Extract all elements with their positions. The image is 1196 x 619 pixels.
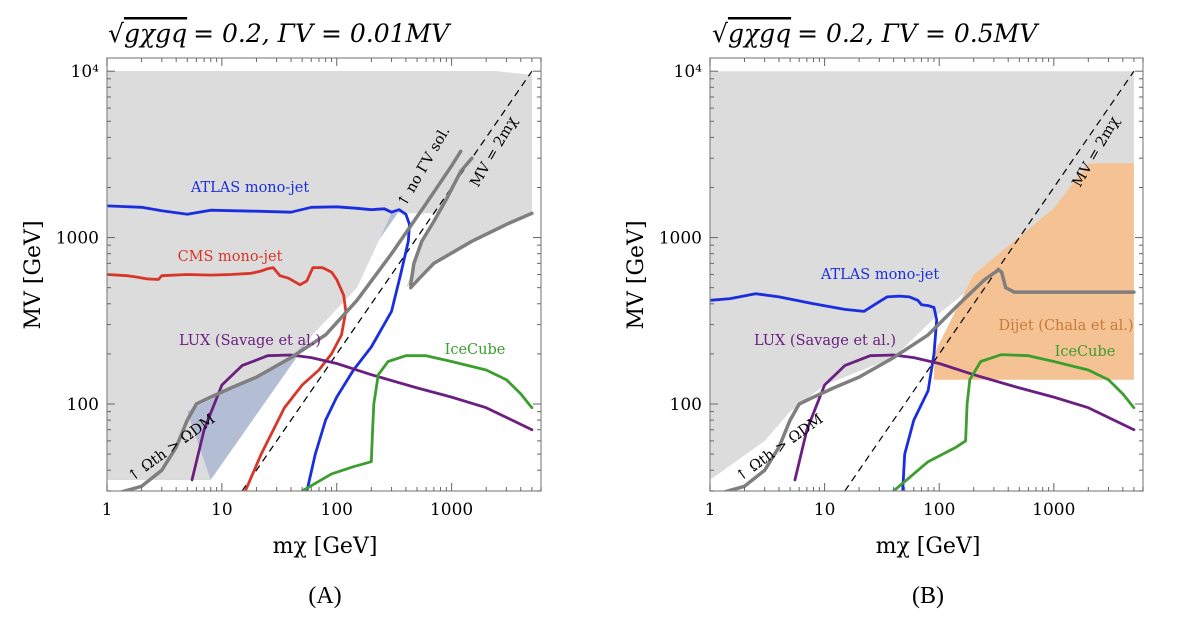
atlas-label: ATLAS mono-jet [820,267,940,283]
y-tick-label: 1000 [56,229,99,249]
icecube-curve [892,353,1136,491]
relic-density-curve [721,268,1136,491]
plot-area [107,70,534,491]
y-tick-label: 100 [67,395,99,415]
plot-area [710,70,1136,491]
lux-curve [190,353,534,482]
panel-a-x-axis-label: mχ [GeV] [273,534,378,559]
atlas-mono-jet-curve [107,204,411,491]
icecube-label: IceCube [1055,344,1116,360]
omega-excluded-region [107,71,532,480]
icecube-curve [300,354,534,491]
mv-2mx-line [241,70,533,491]
panel-b: √gχgq = 0.2, ΓV = 0.5MV 1 10 100 1000 100 1000… [624,19,1144,609]
y-tick-label: 10⁴ [71,62,100,82]
mv-2mx-line [844,70,1135,491]
x-tick-label: 1 [705,500,716,520]
icecube-label: IceCube [445,342,506,358]
x-tick-label: 1 [102,500,113,520]
no-gamma-solution-region [405,74,532,288]
lux-label: LUX (Savage et al.) [754,333,896,349]
panel-b-plot: 1 10 100 1000 100 1000 10⁴ ATLAS mono-jet LUX (S… [659,57,1144,520]
relic-density-branch-curve [408,211,534,290]
ticks [709,58,1144,492]
panel-b-title: √gχgq = 0.2, ΓV = 0.5MV [712,19,1040,48]
x-tick-label: 10 [211,500,233,520]
cms-label: CMS mono-jet [178,249,283,265]
lux-label: LUX (Savage et al.) [179,333,321,349]
x-tick-label: 1000 [430,500,473,520]
dijet-label: Dijet (Chala et al.) [999,318,1134,334]
relic-density-curve [118,149,463,491]
y-tick-label: 100 [670,395,702,415]
atlas-label: ATLAS mono-jet [190,180,310,196]
lux-curve [793,353,1136,482]
panel-a-caption: (A) [308,583,341,609]
x-tick-label: 100 [923,500,955,520]
panel-b-caption: (B) [912,583,944,609]
panel-a-y-axis-label: MV [GeV] [21,220,46,329]
x-tick-label: 10 [814,500,836,520]
panel-a: √gχgq = 0.2, ΓV = 0.01MV 1 10 100 1000 100 100… [21,19,542,609]
ticks [106,58,542,492]
panel-a-plot: 1 10 100 1000 100 1000 10⁴ ATLAS mono-jet CMS mo… [56,57,542,520]
y-tick-label: 10⁴ [674,62,703,82]
cms-mono-jet-curve [107,266,348,491]
no-gamma-boundary-curve [408,156,474,287]
dijet-region [934,163,1134,380]
atlas-mono-jet-curve [710,292,939,491]
panel-a-title: √gχgq = 0.2, ΓV = 0.01MV [108,19,452,48]
x-tick-label: 100 [321,500,353,520]
omega-excluded-region [710,71,1134,480]
x-tick-label: 1000 [1032,500,1075,520]
panel-b-y-axis-label: MV [GeV] [624,220,649,329]
panel-b-x-axis-label: mχ [GeV] [876,534,981,559]
y-tick-label: 1000 [659,229,702,249]
